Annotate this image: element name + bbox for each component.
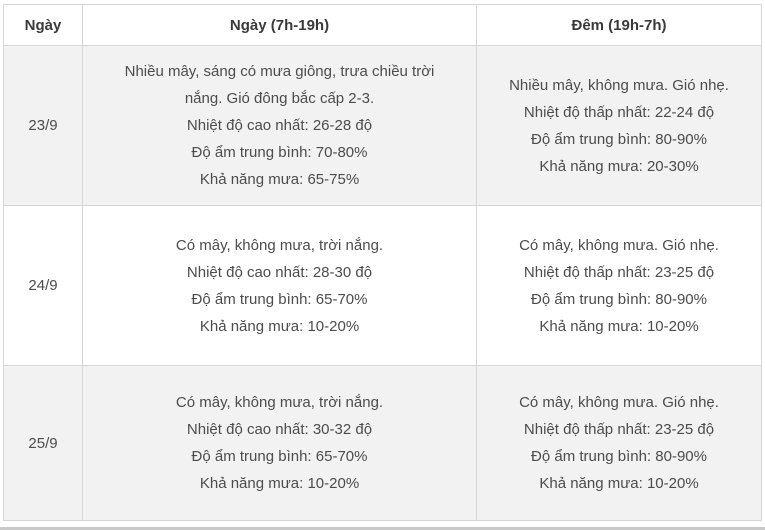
night-forecast-cell: Nhiều mây, không mưa. Gió nhẹ. Nhiệt độ … (476, 45, 762, 206)
day-forecast-cell: Có mây, không mưa, trời nắng. Nhiệt độ c… (82, 205, 477, 366)
weather-forecast-table: Ngày Ngày (7h-19h) Đêm (19h-7h) 23/9 Nhi… (3, 4, 762, 521)
forecast-line: Độ ẩm trung bình: 80-90% (531, 290, 707, 308)
forecast-line: Khả năng mưa: 10-20% (539, 317, 699, 335)
table-row-23-9: 23/9 Nhiều mây, sáng có mưa giông, trưa … (3, 45, 762, 206)
forecast-line: Nhiệt độ cao nhất: 30-32 độ (186, 421, 373, 438)
forecast-line: Nhiệt độ cao nhất: 26-28 độ (186, 117, 373, 134)
header-cell-day: Ngày (7h-19h) (82, 4, 477, 46)
next-row-partial-edge (0, 527, 765, 530)
forecast-line: Khả năng mưa: 65-75% (199, 171, 360, 188)
table-row-25-9: 25/9 Có mây, không mưa, trời nắng. Nhiệt… (3, 365, 762, 521)
night-forecast-cell: Có mây, không mưa. Gió nhẹ. Nhiệt độ thấ… (476, 365, 762, 521)
forecast-line: Có mây, không mưa, trời nắng. (175, 394, 384, 411)
date-cell: 24/9 (3, 205, 83, 366)
forecast-line: Khả năng mưa: 10-20% (539, 475, 699, 492)
forecast-line: Nhiệt độ cao nhất: 28-30 độ (186, 263, 373, 281)
forecast-line: Nhiệt độ thấp nhất: 23-25 độ (523, 421, 715, 438)
forecast-line: Có mây, không mưa. Gió nhẹ. (519, 236, 719, 254)
date-cell: 25/9 (3, 365, 83, 521)
forecast-line: Nhiệt độ thấp nhất: 23-25 độ (523, 263, 715, 281)
header-cell-date: Ngày (3, 4, 83, 46)
forecast-line: Độ ẩm trung bình: 70-80% (191, 144, 368, 161)
forecast-line: nắng. Gió đông bắc cấp 2-3. (184, 90, 375, 107)
forecast-line: Độ ẩm trung bình: 65-70% (191, 448, 368, 465)
night-forecast-cell: Có mây, không mưa. Gió nhẹ. Nhiệt độ thấ… (476, 205, 762, 366)
forecast-line: Nhiệt độ thấp nhất: 22-24 độ (523, 103, 715, 121)
forecast-line: Độ ẩm trung bình: 80-90% (531, 130, 707, 148)
header-row: Ngày Ngày (7h-19h) Đêm (19h-7h) (3, 4, 762, 46)
day-forecast-cell: Có mây, không mưa, trời nắng. Nhiệt độ c… (82, 365, 477, 521)
date-cell: 23/9 (3, 45, 83, 206)
forecast-line: Khả năng mưa: 10-20% (199, 475, 360, 492)
table-row-24-9: 24/9 Có mây, không mưa, trời nắng. Nhiệt… (3, 205, 762, 366)
forecast-line: Độ ẩm trung bình: 80-90% (531, 448, 707, 465)
forecast-line: Độ ẩm trung bình: 65-70% (191, 290, 368, 308)
forecast-line: Nhiều mây, sáng có mưa giông, trưa chiều… (124, 63, 435, 80)
header-cell-night: Đêm (19h-7h) (476, 4, 762, 46)
forecast-line: Có mây, không mưa, trời nắng. (175, 236, 384, 254)
forecast-line: Khả năng mưa: 20-30% (539, 157, 699, 175)
forecast-line: Khả năng mưa: 10-20% (199, 317, 360, 335)
forecast-line: Nhiều mây, không mưa. Gió nhẹ. (509, 76, 729, 94)
forecast-line: Có mây, không mưa. Gió nhẹ. (519, 394, 719, 411)
day-forecast-cell: Nhiều mây, sáng có mưa giông, trưa chiều… (82, 45, 477, 206)
